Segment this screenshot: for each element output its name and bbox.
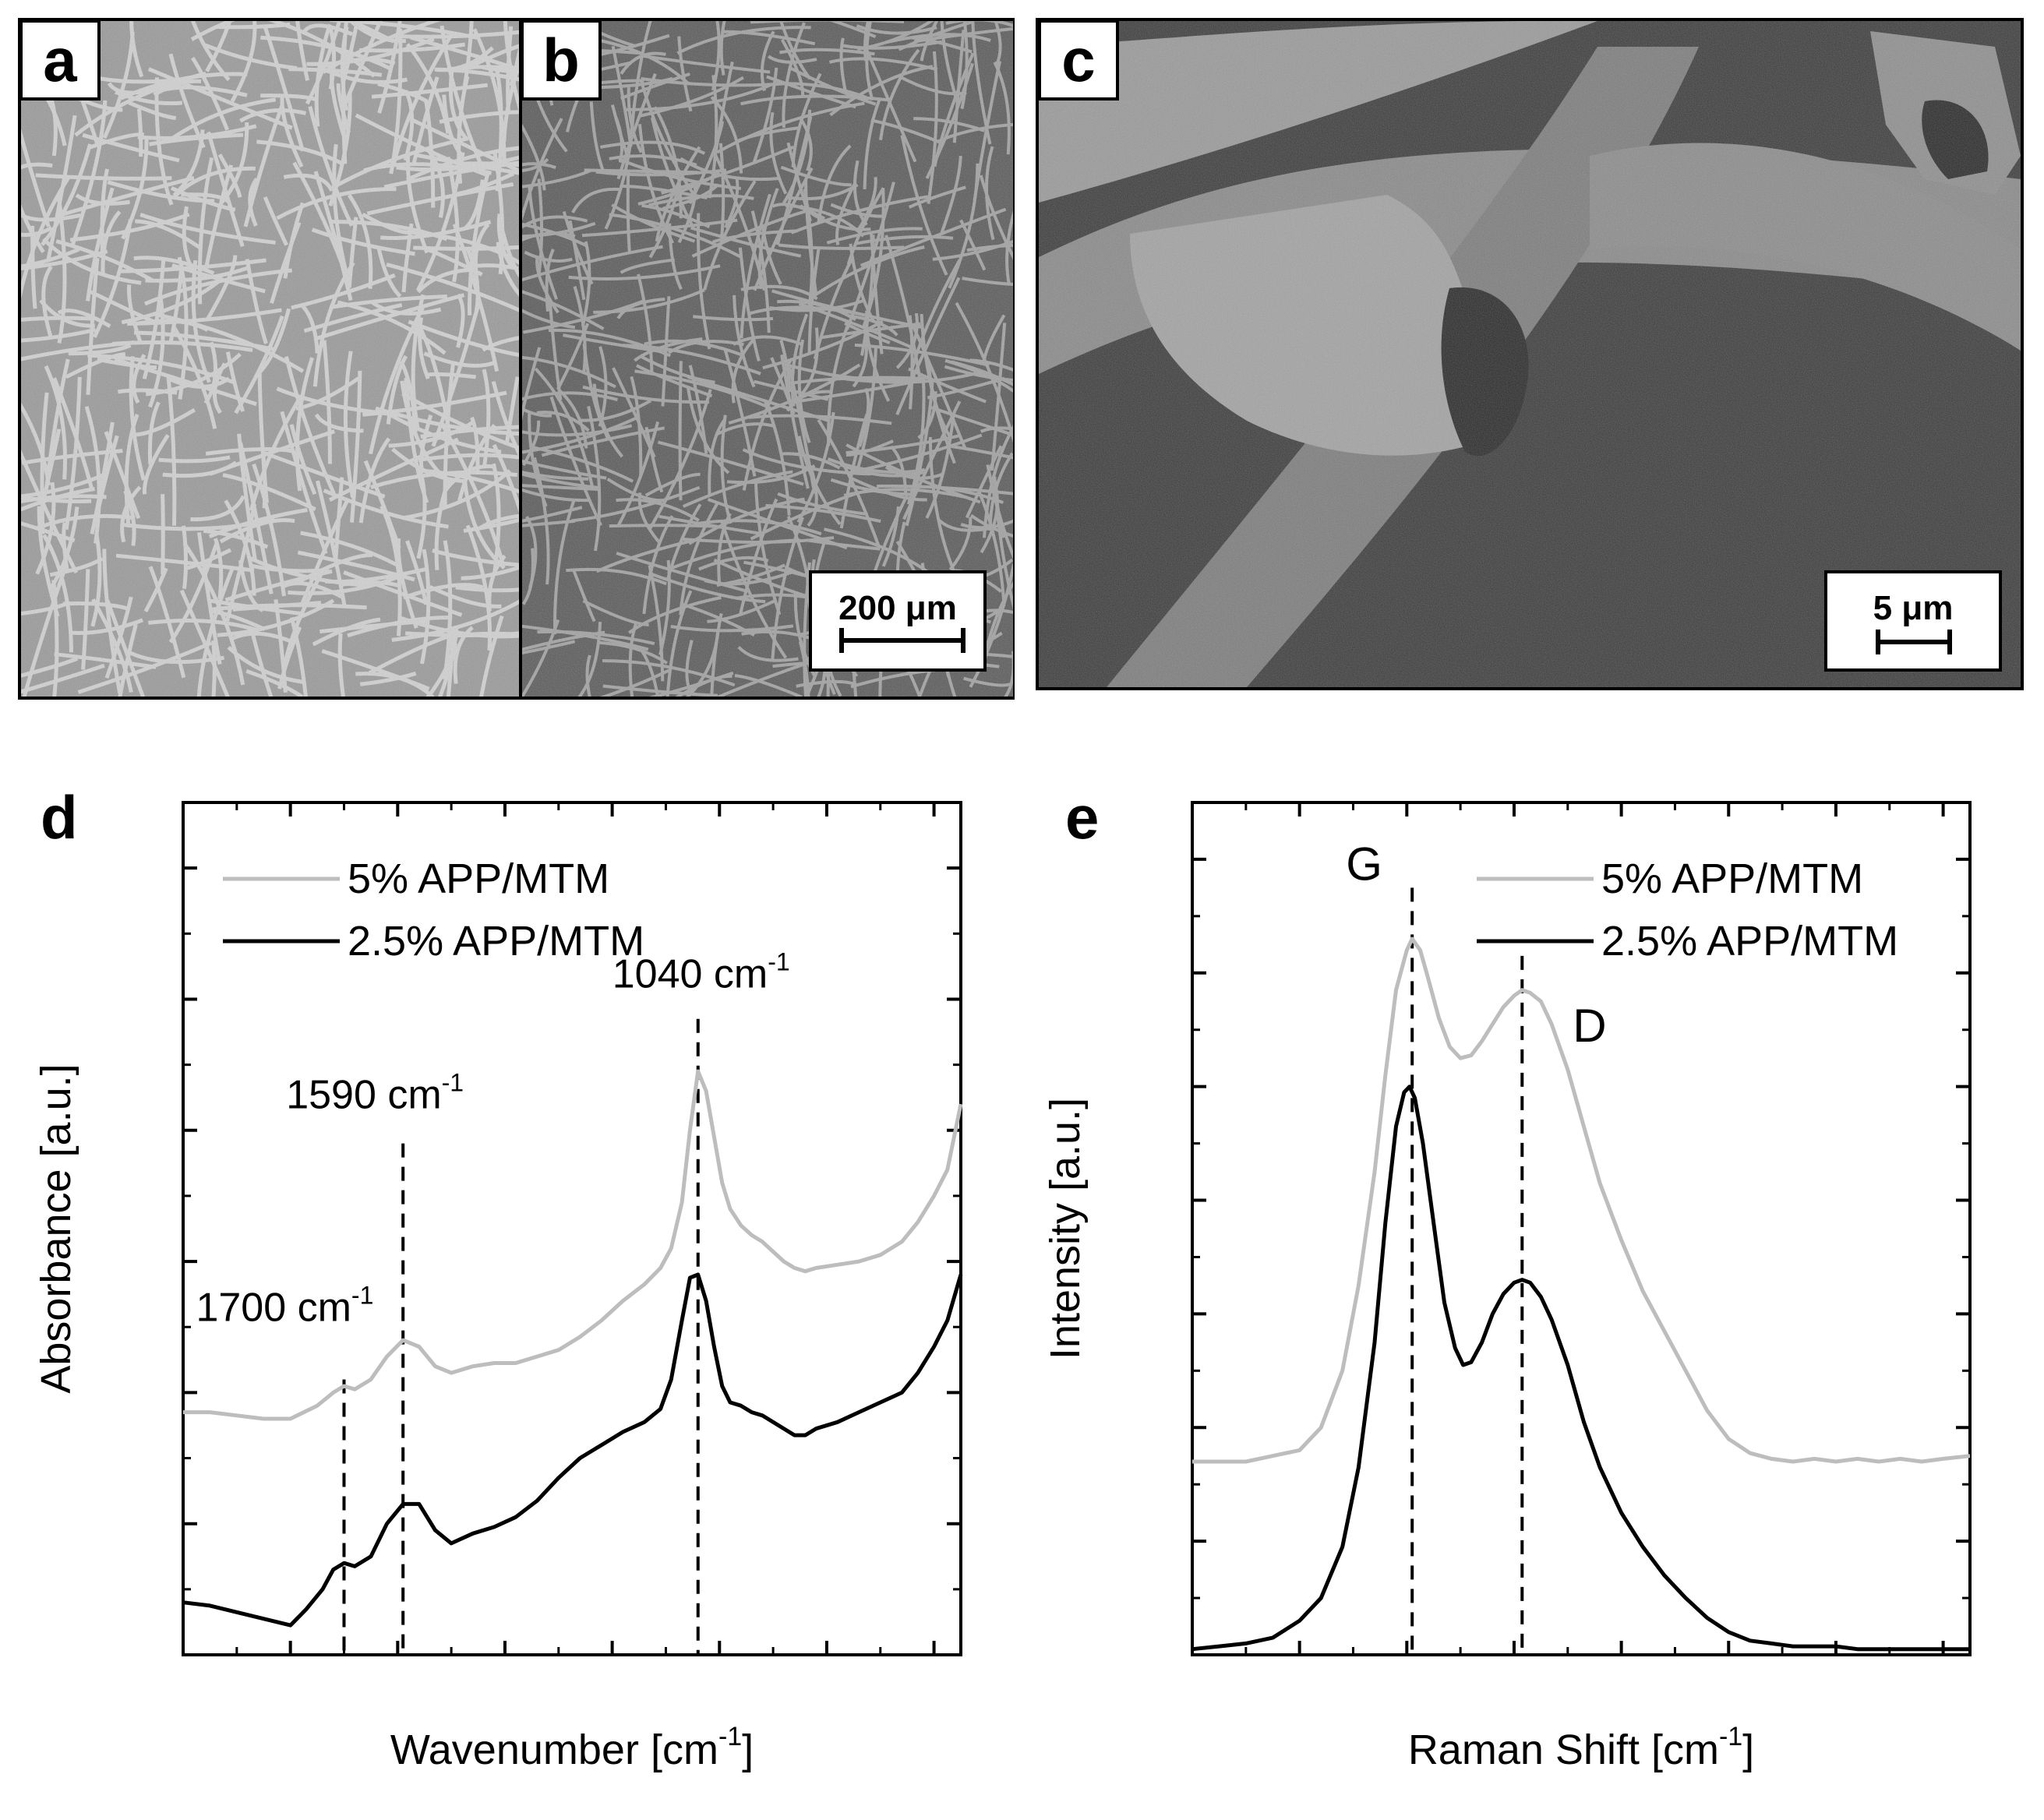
- chart-e: Raman Shift [cm-1] Intensity [a.u.] 5% APP…: [1042, 801, 1972, 1773]
- svg-text:a: a: [43, 26, 77, 94]
- x-axis-label-sup: -1: [718, 1722, 742, 1751]
- band-annotation: D: [1573, 1000, 1606, 1052]
- x-axis-label-end: ]: [1742, 1727, 1754, 1773]
- peak-annotation-text: 1590 cm: [286, 1073, 441, 1118]
- legend-label: 5% APP/MTM: [348, 855, 609, 902]
- band-annotation: G: [1346, 838, 1382, 890]
- series-line-2: [182, 1272, 963, 1628]
- peak-annotation-text: 1700 cm: [196, 1286, 351, 1331]
- peak-annotation-sup: -1: [351, 1282, 373, 1310]
- svg-text:5 μm: 5 μm: [1873, 589, 1954, 627]
- scale-bar-c: 5 μm: [1824, 570, 2002, 672]
- svg-text:200 μm: 200 μm: [838, 589, 957, 627]
- panel-label-d: d: [41, 783, 78, 852]
- x-axis-label-main: Wavenumber [cm: [390, 1727, 718, 1773]
- series-line-1: [1192, 936, 1971, 1464]
- panel-label-c: c: [1038, 19, 1119, 101]
- plot-frame: [182, 801, 962, 1656]
- svg-text:b: b: [542, 26, 580, 94]
- plot-frame: [1191, 801, 1972, 1656]
- panel-label-e: e: [1065, 783, 1099, 852]
- peak-annotation: 1700 cm-1: [196, 1282, 373, 1331]
- scale-bar-b: 200 μm: [809, 570, 987, 672]
- series-line-2: [1191, 1085, 1970, 1652]
- series-line-1: [183, 1069, 963, 1421]
- x-axis-label: Wavenumber [cm-1]: [390, 1722, 754, 1773]
- panel-label-b: b: [521, 19, 602, 101]
- peak-annotation: 1590 cm-1: [286, 1069, 464, 1118]
- x-axis-label-main: Raman Shift [cm: [1408, 1727, 1719, 1773]
- svg-text:c: c: [1061, 26, 1095, 94]
- chart-d: Wavenumber [cm-1]Absorbance [a.u.]5% APP…: [33, 801, 963, 1773]
- y-axis-label: Intensity [a.u.]: [1042, 1098, 1089, 1360]
- peak-annotation: 1040 cm-1: [612, 948, 790, 997]
- sem-image-a: [18, 18, 525, 700]
- x-axis-label: Raman Shift [cm-1]: [1408, 1722, 1754, 1773]
- legend-label: 5% APP/MTM: [1601, 855, 1863, 902]
- x-axis-label-end: ]: [742, 1727, 754, 1773]
- x-axis-label-sup: -1: [1719, 1722, 1742, 1751]
- peak-annotation-sup: -1: [442, 1069, 464, 1097]
- peak-annotation-text: 1040 cm: [612, 952, 768, 997]
- peak-annotation-sup: -1: [768, 948, 789, 976]
- panel-label-a: a: [19, 19, 101, 101]
- legend-label: 2.5% APP/MTM: [1601, 918, 1898, 965]
- legend-label: 2.5% APP/MTM: [348, 918, 644, 965]
- y-axis-label: Absorbance [a.u.]: [33, 1063, 79, 1393]
